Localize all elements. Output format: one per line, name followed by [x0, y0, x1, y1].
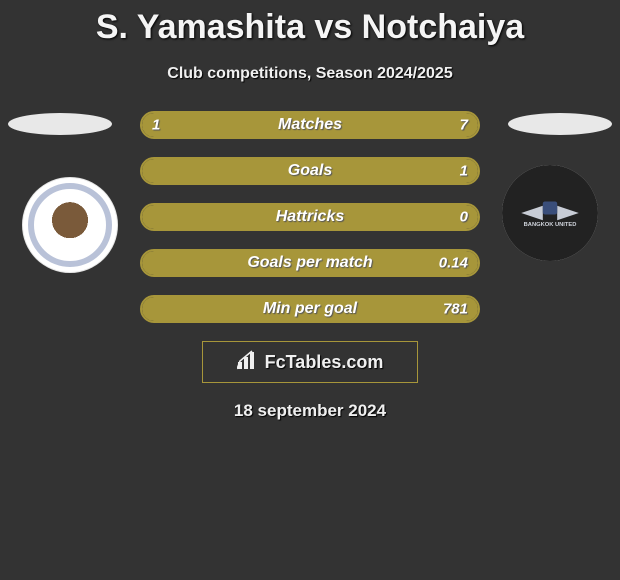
stat-fill-full	[142, 251, 478, 275]
stat-row: 1Matches7	[140, 111, 480, 139]
stat-rows: 1Matches7 Goals1 Hattricks0 Goals per match…	[140, 111, 480, 323]
stat-row: Hattricks0	[140, 203, 480, 231]
page-subtitle: Club competitions, Season 2024/2025	[0, 65, 620, 83]
bar-chart-icon	[237, 350, 259, 375]
stat-fill-left	[142, 113, 182, 137]
stat-row: Goals1	[140, 157, 480, 185]
stat-fill-full	[142, 205, 478, 229]
date-line: 18 september 2024	[0, 401, 620, 421]
comparison-arena: BANGKOK UNITED 1Matches7 Goals1 Hattricks0…	[0, 111, 620, 323]
club-badge-right: BANGKOK UNITED	[502, 165, 598, 261]
player-avatar-left	[8, 113, 112, 135]
bangkok-united-wings-icon: BANGKOK UNITED	[502, 165, 598, 261]
stat-fill-right	[182, 113, 478, 137]
stat-row: Goals per match0.14	[140, 249, 480, 277]
deer-shield-icon	[28, 183, 112, 267]
page-title: S. Yamashita vs Notchaiya	[0, 0, 620, 47]
stat-value-right: 0	[460, 209, 468, 226]
stat-value-right: 7	[460, 117, 468, 134]
stat-fill-full	[142, 297, 478, 321]
stat-value-right: 1	[460, 163, 468, 180]
svg-text:BANGKOK UNITED: BANGKOK UNITED	[524, 222, 577, 228]
stat-value-left: 1	[152, 117, 160, 134]
club-badge-left	[22, 177, 118, 273]
watermark[interactable]: FcTables.com	[202, 341, 418, 383]
player-avatar-right	[508, 113, 612, 135]
stat-fill-full	[142, 159, 478, 183]
stat-value-right: 0.14	[439, 255, 468, 272]
watermark-text: FcTables.com	[265, 352, 384, 373]
stat-value-right: 781	[443, 301, 468, 318]
stat-row: Min per goal781	[140, 295, 480, 323]
